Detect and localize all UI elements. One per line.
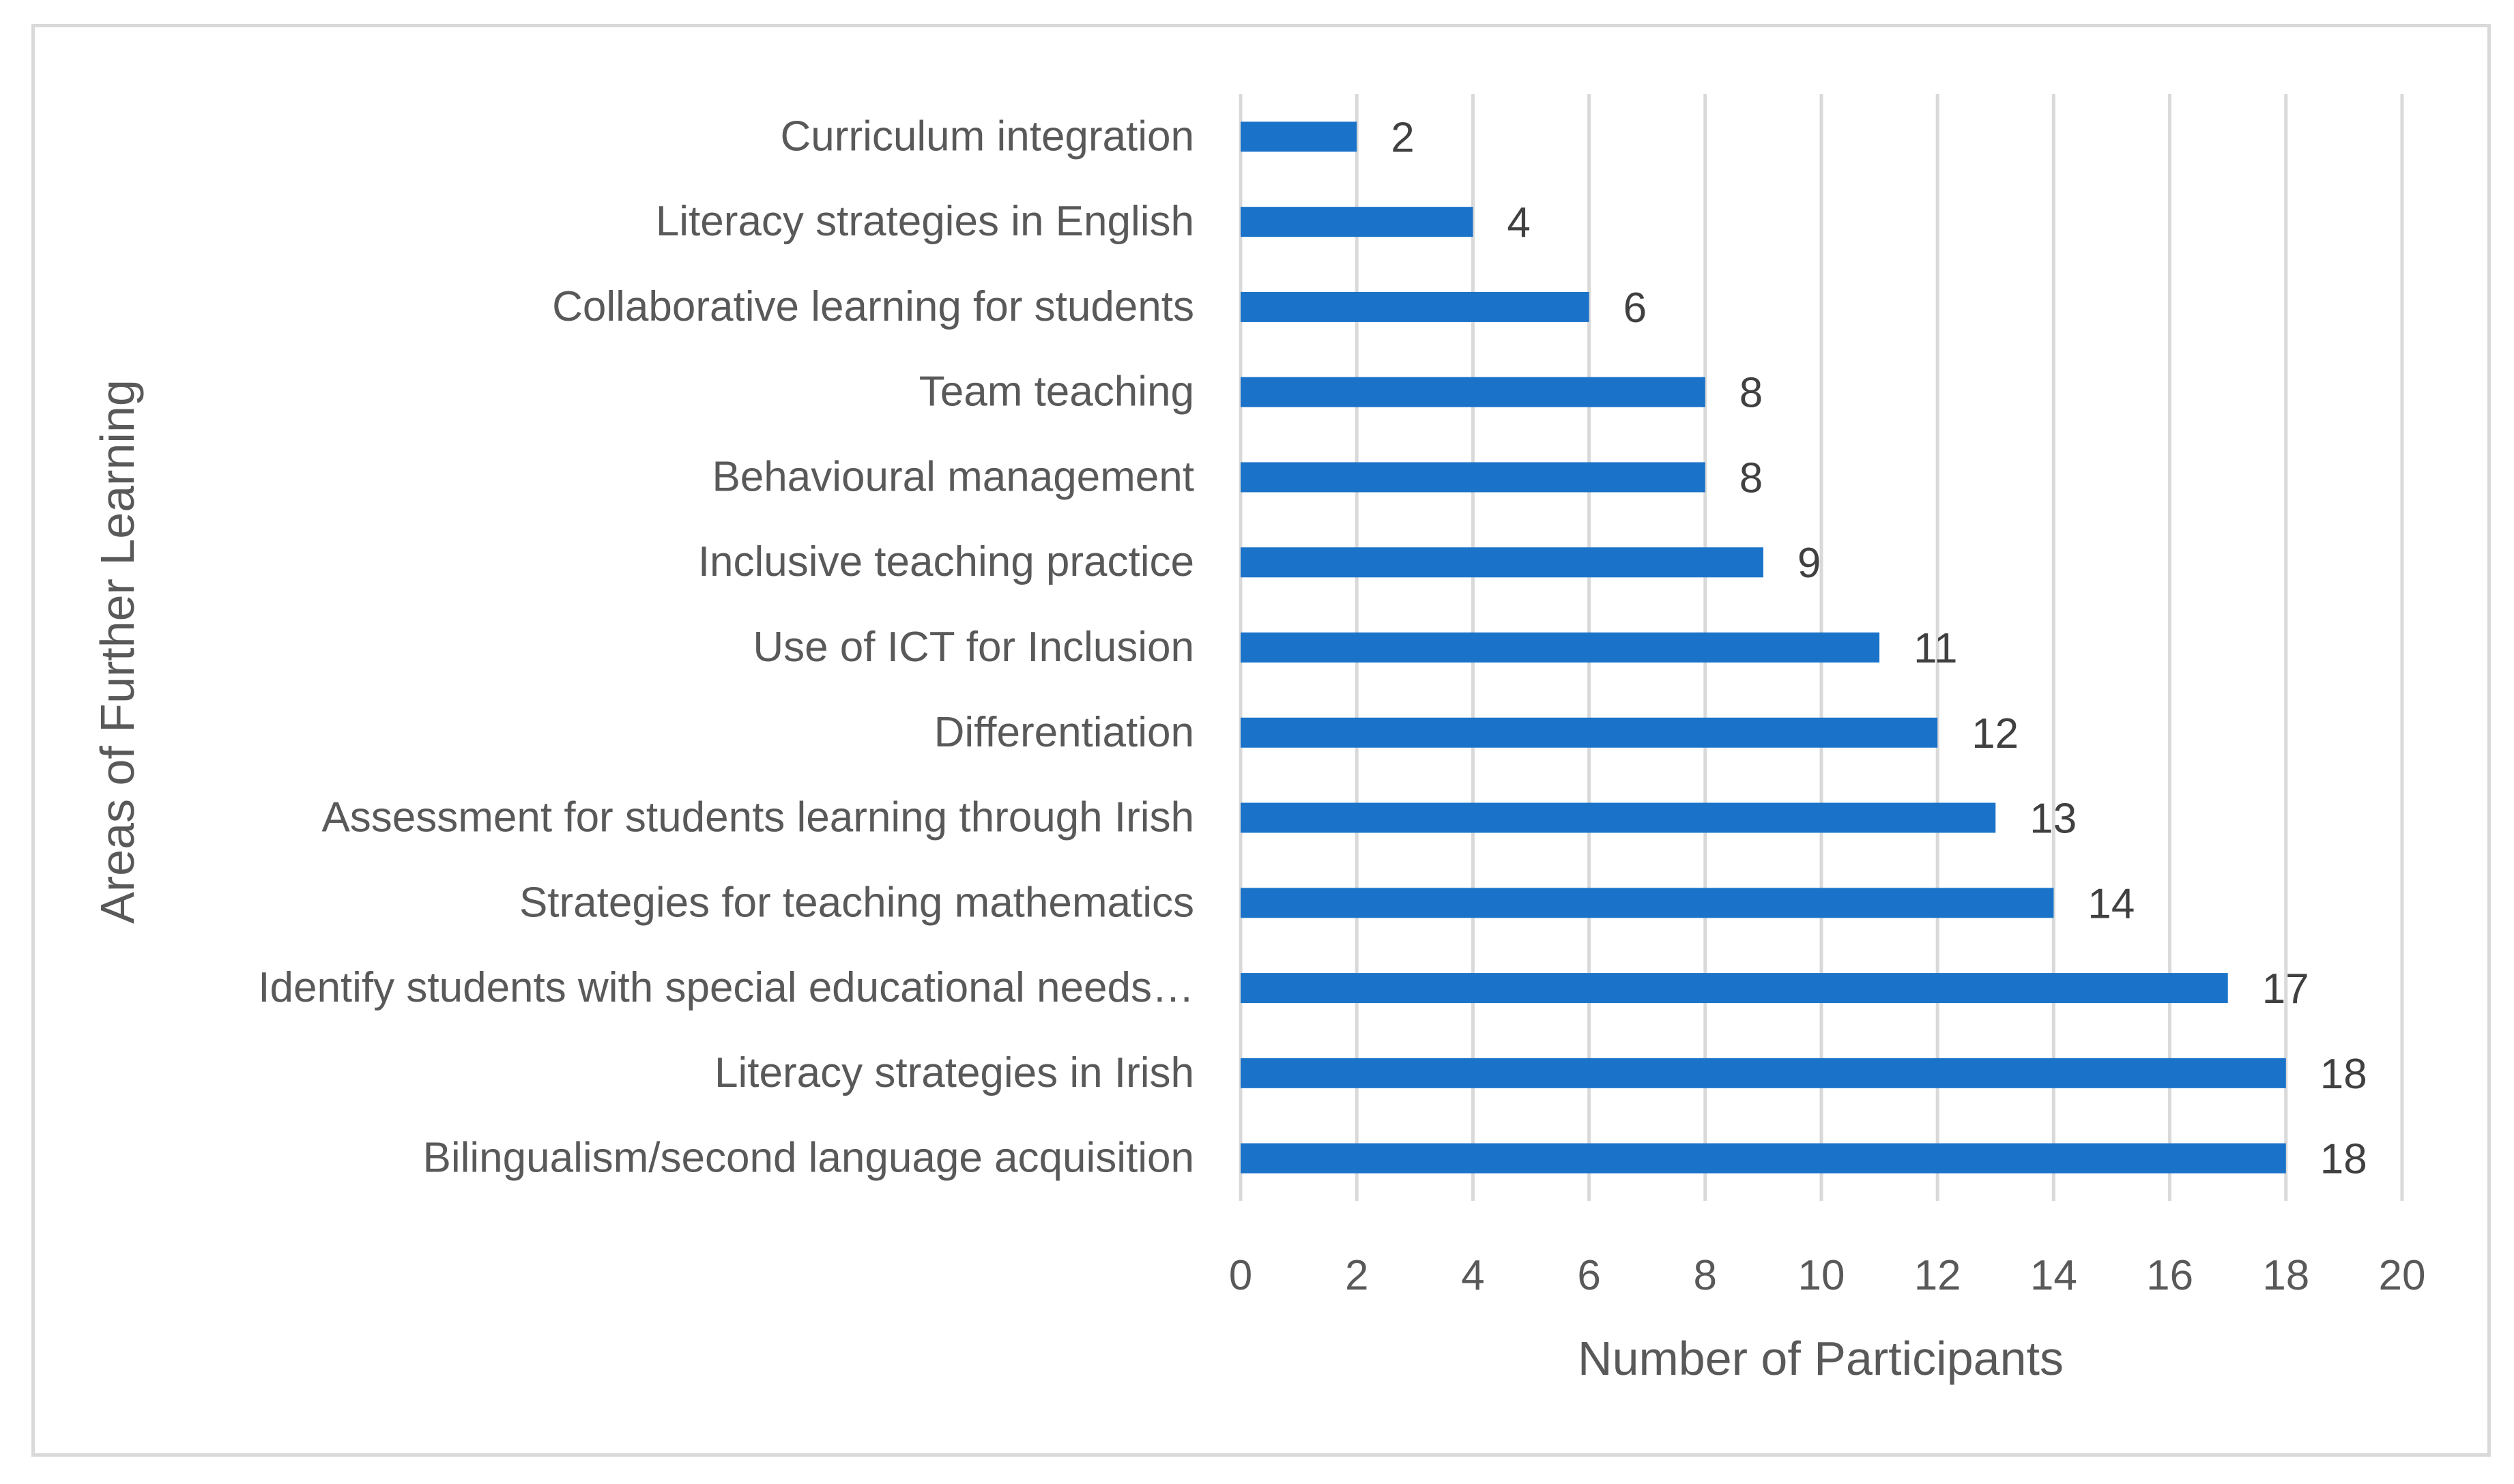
data-label: 4 (1507, 199, 1530, 246)
x-tick-label: 0 (1229, 1252, 1252, 1299)
gridlines (1239, 94, 2404, 1201)
data-label: 6 (1623, 285, 1647, 332)
data-label: 8 (1739, 454, 1763, 501)
category-label: Bilingualism/second language acquisition (422, 1135, 1194, 1182)
category-label: Differentiation (934, 709, 1194, 756)
category-label: Use of ICT for Inclusion (753, 624, 1194, 671)
x-tick-label: 2 (1345, 1252, 1368, 1299)
x-tick-label: 18 (2262, 1252, 2309, 1299)
category-label: Identify students with special education… (258, 964, 1194, 1011)
y-axis-title: Areas of Further Learning (91, 379, 144, 924)
bar (1241, 973, 2228, 1004)
bar (1241, 1143, 2286, 1174)
data-label: 12 (1971, 710, 2019, 757)
data-label: 17 (2262, 965, 2309, 1013)
x-tick-label: 8 (1694, 1252, 1717, 1299)
x-tick-labels: 0 2 4 6 8 10 12 14 16 18 20 (1229, 1252, 2426, 1299)
category-label: Inclusive teaching practice (698, 538, 1194, 585)
data-label: 2 (1391, 114, 1414, 161)
category-labels: Curriculum integration Literacy strategie… (258, 113, 1194, 1181)
x-tick-label: 20 (2379, 1252, 2426, 1299)
x-tick-label: 14 (2030, 1252, 2077, 1299)
data-label: 11 (1913, 625, 1957, 672)
bar (1241, 802, 1996, 833)
bar (1241, 1058, 2286, 1088)
category-label: Literacy strategies in Irish (714, 1049, 1194, 1096)
category-label: Strategies for teaching mathematics (519, 879, 1194, 926)
bar (1241, 291, 1589, 322)
category-label: Curriculum integration (781, 113, 1194, 160)
data-label: 18 (2320, 1136, 2367, 1183)
bar (1241, 717, 1938, 748)
x-tick-label: 12 (1914, 1252, 1961, 1299)
category-label: Behavioural management (712, 453, 1194, 500)
x-tick-label: 4 (1461, 1252, 1484, 1299)
bar (1241, 121, 1357, 152)
category-label: Literacy strategies in English (656, 198, 1194, 245)
bar (1241, 462, 1705, 493)
bars (1241, 121, 2286, 1174)
x-tick-label: 6 (1577, 1252, 1600, 1299)
data-label: 18 (2320, 1051, 2367, 1098)
data-label: 14 (2087, 880, 2135, 927)
bar (1241, 888, 2054, 918)
data-label: 9 (1797, 540, 1821, 587)
x-tick-label: 10 (1798, 1252, 1845, 1299)
bar (1241, 207, 1473, 237)
x-tick-label: 16 (2146, 1252, 2193, 1299)
data-label: 13 (2029, 796, 2077, 843)
category-label: Assessment for students learning through… (321, 794, 1194, 841)
category-label: Collaborative learning for students (552, 283, 1194, 330)
x-axis-title: Number of Participants (1578, 1332, 2064, 1385)
category-label: Team teaching (919, 368, 1194, 416)
bar (1241, 547, 1763, 578)
bar (1241, 632, 1880, 663)
bar (1241, 377, 1705, 407)
data-label: 8 (1739, 370, 1763, 417)
